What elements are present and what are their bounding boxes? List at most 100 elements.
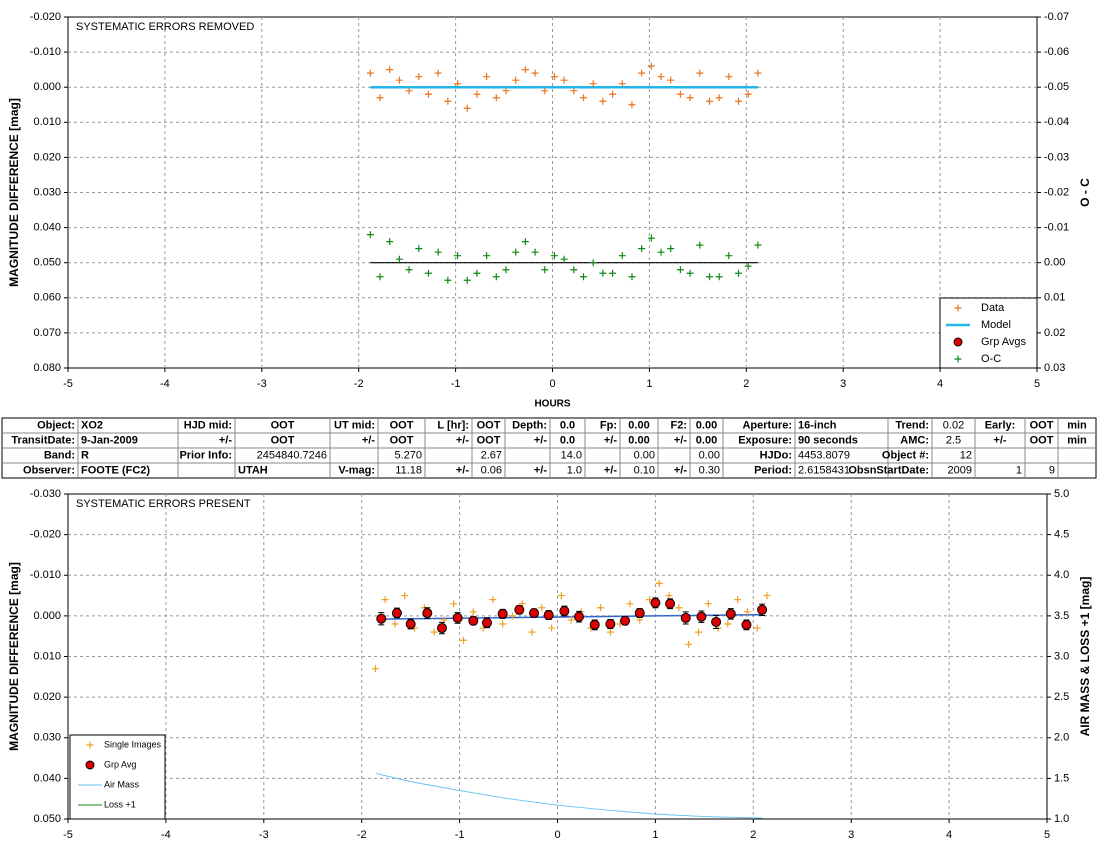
group-average bbox=[559, 606, 570, 616]
table-label: Object: bbox=[37, 419, 75, 431]
group-average bbox=[376, 613, 387, 624]
table-label: Fp: bbox=[600, 419, 617, 431]
data-point bbox=[763, 592, 771, 600]
y2-tick-label: -0.03 bbox=[1044, 151, 1069, 163]
group-average bbox=[436, 623, 447, 634]
series-line bbox=[376, 773, 764, 819]
legend-label: Data bbox=[981, 302, 1005, 314]
table-value: 2009 bbox=[948, 464, 972, 476]
x-tick-label: -4 bbox=[160, 378, 170, 390]
data-point bbox=[647, 62, 655, 70]
y-tick-label: -0.010 bbox=[30, 46, 61, 58]
table-value: XO2 bbox=[81, 419, 103, 431]
data-point bbox=[386, 66, 394, 74]
data-point bbox=[460, 636, 468, 644]
table-label: +/- bbox=[534, 434, 547, 446]
table-value: OOT bbox=[271, 434, 295, 446]
table-value: OOT bbox=[390, 419, 414, 431]
data-point bbox=[705, 97, 713, 105]
data-point bbox=[667, 76, 675, 84]
table-value: 5.270 bbox=[394, 449, 422, 461]
data-point bbox=[424, 269, 432, 277]
group-average bbox=[634, 608, 645, 619]
group-average bbox=[391, 608, 402, 619]
table-value: 0.02 bbox=[943, 419, 964, 431]
data-point bbox=[655, 579, 663, 587]
y-tick-label: 0.040 bbox=[33, 222, 61, 234]
data-point bbox=[685, 640, 693, 648]
legend-marker bbox=[953, 337, 963, 347]
data-point bbox=[499, 620, 507, 628]
table-value: OOT bbox=[477, 434, 501, 446]
data-point bbox=[725, 252, 733, 260]
table-value: 11.18 bbox=[395, 464, 422, 476]
group-average bbox=[605, 619, 616, 629]
data-point bbox=[676, 266, 684, 274]
table-value: 0.06 bbox=[481, 464, 502, 476]
data-point bbox=[366, 231, 374, 239]
y2-tick-label: 2.5 bbox=[1054, 691, 1069, 703]
y-tick-label: -0.030 bbox=[30, 488, 61, 500]
table-value: FOOTE (FC2) bbox=[81, 464, 150, 476]
y2-tick-label: -0.07 bbox=[1044, 11, 1069, 23]
table-value: 0.00 bbox=[628, 419, 649, 431]
data-point bbox=[696, 69, 704, 77]
data-point bbox=[626, 600, 634, 608]
data-point bbox=[489, 596, 497, 604]
data-point bbox=[705, 273, 713, 281]
y2-tick-label: 0.03 bbox=[1044, 362, 1065, 374]
table-value: OOT bbox=[271, 419, 295, 431]
x-tick-label: 0 bbox=[554, 829, 560, 841]
y-axis-label: MAGNITUDE DIFFERENCE [mag] bbox=[7, 562, 21, 751]
data-point bbox=[391, 620, 399, 628]
legend-marker bbox=[85, 760, 95, 770]
data-point bbox=[386, 238, 394, 246]
x-tick-label: -5 bbox=[63, 829, 73, 841]
data-point bbox=[415, 245, 423, 253]
data-point bbox=[570, 266, 578, 274]
data-point bbox=[647, 234, 655, 242]
data-point bbox=[606, 628, 614, 636]
group-average bbox=[680, 612, 691, 623]
data-point bbox=[628, 273, 636, 281]
data-point bbox=[638, 69, 646, 77]
table-label: Object #: bbox=[882, 449, 929, 461]
data-point bbox=[597, 604, 605, 612]
data-point bbox=[376, 94, 384, 102]
y2-tick-label: 0.01 bbox=[1044, 292, 1065, 304]
table-label: +/- bbox=[456, 464, 469, 476]
table-value: 0.10 bbox=[634, 464, 655, 476]
table-value: 0.00 bbox=[696, 419, 717, 431]
y-tick-label: 0.010 bbox=[33, 650, 61, 662]
table-label: Band: bbox=[44, 449, 75, 461]
data-point bbox=[483, 73, 491, 81]
y-tick-label: -0.020 bbox=[30, 529, 61, 541]
table-value: OOT bbox=[477, 419, 501, 431]
data-point bbox=[492, 94, 500, 102]
table-value: 1 bbox=[1016, 464, 1022, 476]
data-point bbox=[754, 241, 762, 249]
data-point bbox=[381, 596, 389, 604]
table-value: 2.6158431 bbox=[798, 464, 850, 476]
x-tick-label: -5 bbox=[63, 378, 73, 390]
table-value: 9 bbox=[1049, 464, 1055, 476]
legend-label: Model bbox=[981, 319, 1011, 331]
y2-tick-label: 0.00 bbox=[1044, 257, 1065, 269]
table-label: Depth: bbox=[512, 419, 547, 431]
table-value: min bbox=[1067, 419, 1087, 431]
data-point bbox=[589, 259, 597, 267]
group-average bbox=[529, 608, 540, 619]
y-tick-label: 0.080 bbox=[33, 362, 61, 374]
data-point bbox=[450, 600, 458, 608]
table-value: 9-Jan-2009 bbox=[81, 434, 138, 446]
y2-tick-label: 2.0 bbox=[1054, 732, 1069, 744]
table-label: HJDo: bbox=[760, 449, 792, 461]
data-point bbox=[512, 248, 520, 256]
data-point bbox=[395, 255, 403, 263]
x-axis-label: HOURS bbox=[534, 399, 570, 410]
group-average bbox=[574, 611, 585, 622]
y-tick-label: 0.070 bbox=[33, 327, 61, 339]
table-value: 4453.8079 bbox=[798, 449, 850, 461]
table-label: Period: bbox=[754, 464, 792, 476]
